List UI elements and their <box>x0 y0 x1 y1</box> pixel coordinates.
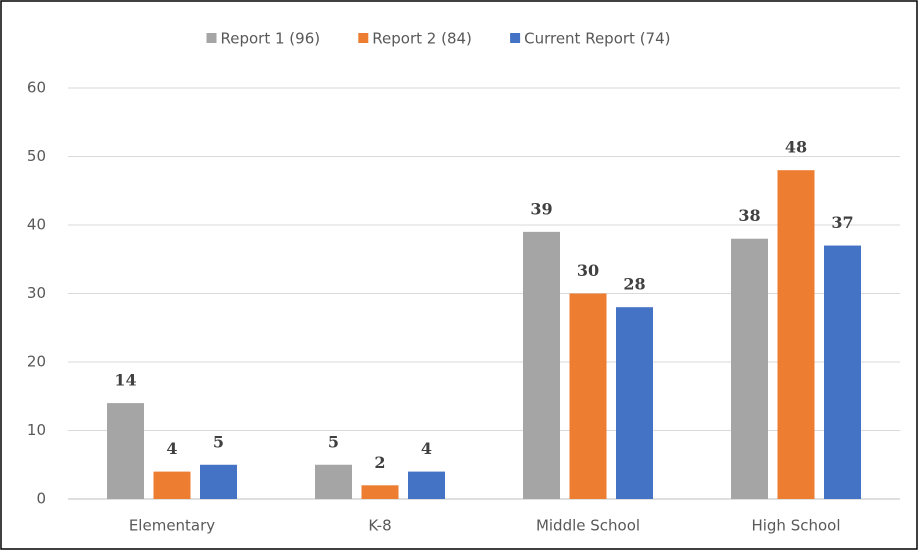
value-label: 5 <box>213 432 224 451</box>
x-tick-label: K-8 <box>368 517 391 535</box>
legend-label: Report 1 (96) <box>221 30 321 48</box>
value-label: 2 <box>374 453 385 472</box>
bar <box>200 464 237 499</box>
bar <box>824 245 861 499</box>
legend-label: Current Report (74) <box>524 30 670 48</box>
y-tick-label: 20 <box>27 353 46 371</box>
y-tick-label: 40 <box>27 216 46 234</box>
bar <box>569 293 607 499</box>
legend-label: Report 2 (84) <box>372 30 472 48</box>
legend-swatch <box>510 33 521 43</box>
x-tick-label: High School <box>751 517 840 535</box>
bar <box>361 485 399 499</box>
value-label: 30 <box>577 261 599 280</box>
value-label: 37 <box>831 213 853 232</box>
y-tick-label: 10 <box>27 421 46 439</box>
bar <box>153 471 191 499</box>
value-label: 4 <box>166 439 177 458</box>
y-tick-label: 50 <box>27 147 46 165</box>
value-label: 5 <box>328 432 339 451</box>
x-tick-label: Elementary <box>129 517 215 535</box>
bar <box>616 307 653 499</box>
legend-swatch <box>358 33 369 43</box>
value-label: 28 <box>623 275 645 294</box>
y-tick-label: 0 <box>36 490 46 508</box>
y-tick-label: 30 <box>27 284 46 302</box>
legend-swatch <box>206 33 217 43</box>
value-label: 48 <box>785 138 807 157</box>
bar <box>408 471 445 499</box>
bar <box>107 403 144 499</box>
bar <box>523 231 560 499</box>
value-label: 4 <box>421 439 432 458</box>
bar <box>731 238 768 499</box>
bar <box>315 464 352 499</box>
value-label: 39 <box>530 199 552 218</box>
value-label: 14 <box>114 371 136 390</box>
x-tick-label: Middle School <box>536 517 640 535</box>
y-tick-label: 60 <box>27 79 46 97</box>
value-label: 38 <box>738 206 760 225</box>
bar <box>777 170 815 499</box>
